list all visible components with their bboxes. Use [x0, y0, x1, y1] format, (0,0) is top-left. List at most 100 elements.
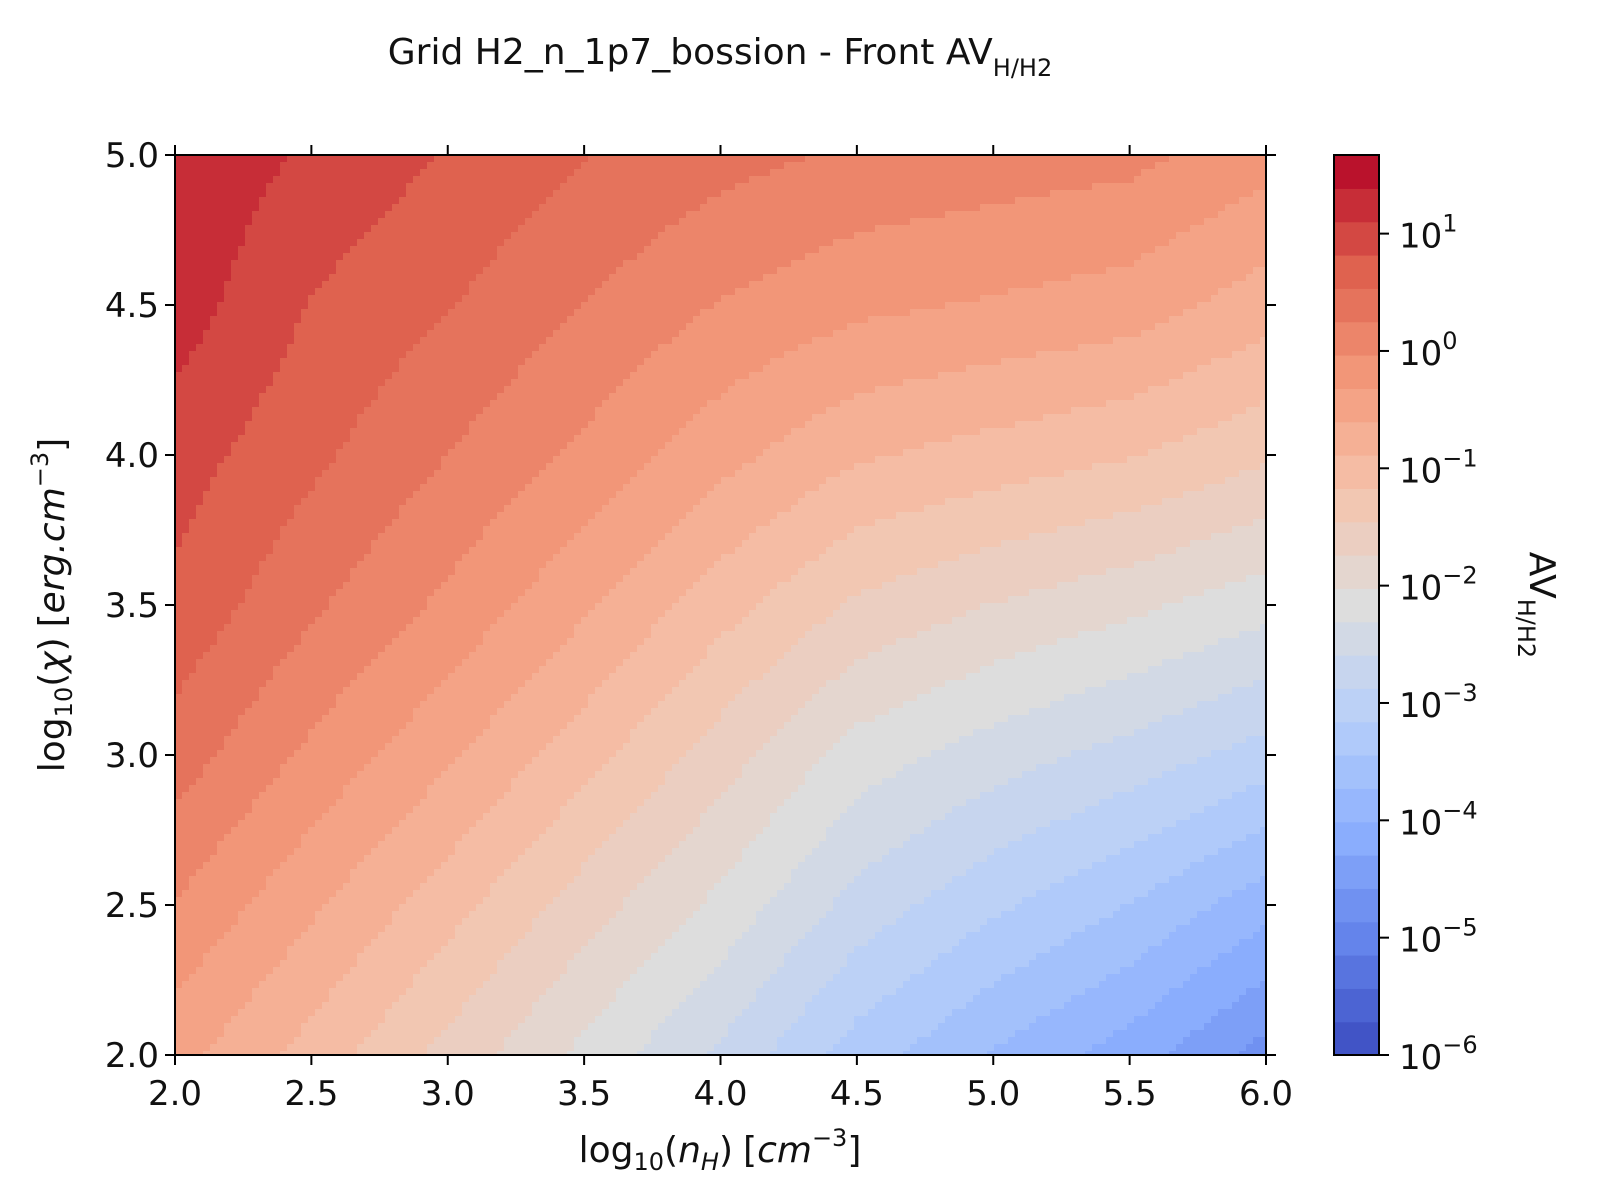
heatmap-cell	[406, 589, 414, 597]
heatmap-cell	[245, 827, 253, 835]
heatmap-cell	[231, 729, 239, 737]
heatmap-cell	[224, 673, 232, 681]
heatmap-cell	[217, 540, 225, 548]
heatmap-cell	[413, 827, 421, 835]
heatmap-cell	[217, 848, 225, 856]
heatmap-cell	[434, 876, 442, 884]
heatmap-cell	[392, 316, 400, 324]
heatmap-cell	[252, 575, 260, 583]
heatmap-cell	[238, 827, 246, 835]
heatmap-cell	[385, 393, 393, 401]
heatmap-cell	[434, 253, 442, 261]
heatmap-cell	[441, 176, 449, 184]
heatmap-cell	[371, 372, 379, 380]
heatmap-cell	[441, 155, 449, 163]
heatmap-cell	[441, 743, 449, 751]
heatmap-cell	[245, 904, 253, 912]
heatmap-cell	[385, 939, 393, 947]
heatmap-cell	[420, 519, 428, 527]
heatmap-cell	[399, 421, 407, 429]
heatmap-cell	[315, 876, 323, 884]
heatmap-cell	[217, 183, 225, 191]
heatmap-cell	[329, 946, 337, 954]
heatmap-cell	[399, 428, 407, 436]
heatmap-cell	[238, 463, 246, 471]
heatmap-cell	[315, 967, 323, 975]
heatmap-cell	[364, 568, 372, 576]
heatmap-cell	[350, 813, 358, 821]
heatmap-cell	[189, 400, 197, 408]
heatmap-cell	[182, 442, 190, 450]
heatmap-cell	[434, 960, 442, 968]
heatmap-cell	[189, 456, 197, 464]
heatmap-cell	[441, 260, 449, 268]
heatmap-cell	[378, 470, 386, 478]
heatmap-cell	[371, 351, 379, 359]
heatmap-cell	[252, 624, 260, 632]
heatmap-cell	[266, 988, 274, 996]
heatmap-cell	[364, 547, 372, 555]
heatmap-cell	[224, 631, 232, 639]
heatmap-cell	[301, 358, 309, 366]
heatmap-cell	[322, 988, 330, 996]
heatmap-cell	[315, 869, 323, 877]
heatmap-cell	[385, 211, 393, 219]
heatmap-cell	[189, 365, 197, 373]
heatmap-cell	[364, 876, 372, 884]
heatmap-cell	[343, 659, 351, 667]
heatmap-cell	[378, 848, 386, 856]
heatmap-cell	[364, 386, 372, 394]
heatmap-cell	[259, 463, 267, 471]
heatmap-cell	[371, 477, 379, 485]
heatmap-cell	[224, 295, 232, 303]
heatmap-cell	[224, 386, 232, 394]
heatmap-cell	[413, 176, 421, 184]
heatmap-cell	[182, 736, 190, 744]
heatmap-cell	[217, 344, 225, 352]
heatmap-cell	[259, 428, 267, 436]
heatmap-cell	[252, 708, 260, 716]
heatmap-cell	[224, 715, 232, 723]
heatmap-cell	[182, 498, 190, 506]
heatmap-cell	[294, 253, 302, 261]
heatmap-cell	[182, 295, 190, 303]
heatmap-cell	[371, 638, 379, 646]
heatmap-cell	[175, 596, 183, 604]
heatmap-cell	[315, 890, 323, 898]
heatmap-cell	[413, 449, 421, 457]
heatmap-cell	[301, 155, 309, 163]
heatmap-cell	[308, 372, 316, 380]
heatmap-cell	[385, 190, 393, 198]
heatmap-cell	[224, 267, 232, 275]
heatmap-cell	[399, 400, 407, 408]
heatmap-cell	[357, 582, 365, 590]
heatmap-cell	[245, 869, 253, 877]
heatmap-cell	[441, 449, 449, 457]
heatmap-cell	[371, 344, 379, 352]
heatmap-cell	[336, 589, 344, 597]
heatmap-cell	[364, 582, 372, 590]
heatmap-cell	[357, 883, 365, 891]
heatmap-cell	[252, 876, 260, 884]
heatmap-cell	[238, 981, 246, 989]
heatmap-cell	[336, 694, 344, 702]
heatmap-cell	[217, 526, 225, 534]
heatmap-cell	[182, 638, 190, 646]
heatmap-cell	[266, 687, 274, 695]
heatmap-cell	[294, 631, 302, 639]
heatmap-cell	[322, 848, 330, 856]
heatmap-cell	[420, 778, 428, 786]
heatmap-cell	[336, 855, 344, 863]
heatmap-cell	[322, 813, 330, 821]
heatmap-cell	[217, 953, 225, 961]
heatmap-cell	[301, 421, 309, 429]
heatmap-cell	[441, 463, 449, 471]
heatmap-cell	[364, 953, 372, 961]
heatmap-cell	[189, 218, 197, 226]
heatmap-cell	[210, 743, 218, 751]
heatmap-cell	[196, 603, 204, 611]
heatmap-cell	[294, 414, 302, 422]
heatmap-cell	[245, 316, 253, 324]
heatmap-cell	[217, 876, 225, 884]
heatmap-cell	[329, 869, 337, 877]
